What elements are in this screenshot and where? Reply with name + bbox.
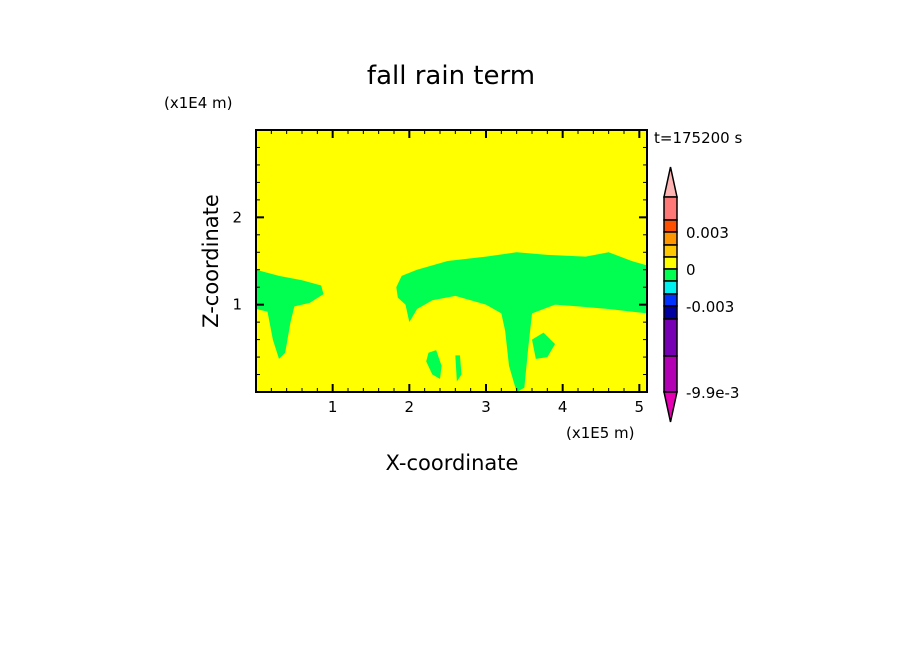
field-region-0 [256,269,324,359]
field-region-1 [396,252,647,392]
y-axis-label: Z-coordinate [199,194,223,328]
plot-frame [255,129,648,393]
colorbar-label-0: 0.003 [686,224,729,242]
colorbar-label-1: 0 [686,261,696,279]
x-tick-label-4: 5 [635,398,645,416]
x-axis: 1 2 3 4 5 [270,130,645,416]
y-axis: 12 [232,146,647,376]
y-tick-label-1: 2 [232,208,242,226]
plot-area [255,129,648,393]
colorbar-box-10 [663,355,678,393]
colorbar-box-3 [663,244,678,258]
colorbar-box-9 [663,318,678,357]
x-tick-label-1: 2 [405,398,415,416]
y-tick-label-0: 1 [232,296,242,314]
colorbar-box-4 [663,256,678,270]
field-region-3 [455,355,462,382]
x-unit-label: (x1E5 m) [566,424,635,442]
colorbar-box-0 [663,196,678,221]
field-region-2 [426,350,442,379]
colorbar-extend-top [663,166,678,198]
chart-title: fall rain term [367,61,535,91]
field-region-4 [532,332,555,359]
time-label: t=175200 s [654,129,742,147]
colorbar-box-1 [663,219,678,233]
colorbar-box-8 [663,305,678,320]
colorbar-box-5 [663,268,678,282]
x-axis-label: X-coordinate [386,451,519,475]
colorbar-box-2 [663,231,678,246]
colorbar [663,166,678,423]
y-unit-label: (x1E4 m) [164,94,233,112]
x-tick-label-0: 1 [328,398,338,416]
colorbar-box-7 [663,293,678,307]
colorbar-extend-bottom [663,391,678,423]
colorbar-label-2: -0.003 [686,298,734,316]
x-tick-label-3: 4 [558,398,568,416]
x-tick-label-2: 3 [481,398,491,416]
colorbar-box-6 [663,280,678,295]
colorbar-label-3: -9.9e-3 [686,384,739,402]
